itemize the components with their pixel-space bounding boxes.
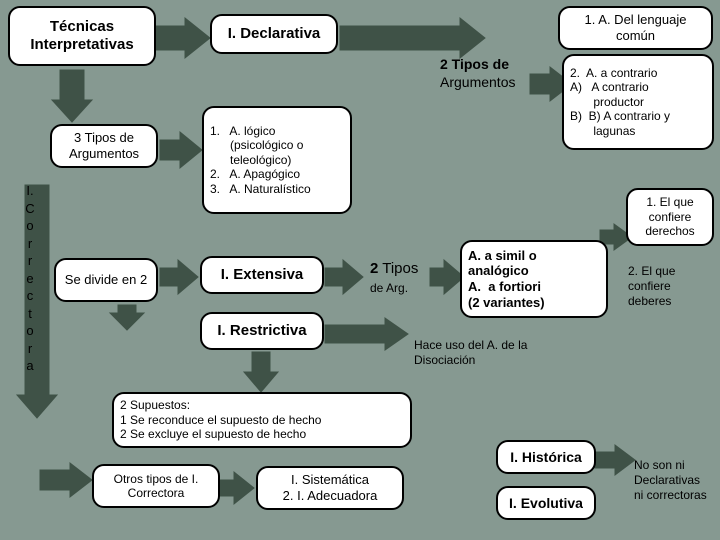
txt-deberes: 2. El que confiere deberes bbox=[626, 262, 714, 311]
box-otros: Otros tipos de I. Correctora bbox=[92, 464, 220, 508]
txt-2tipos: 2 Tipos deArgumentos bbox=[438, 54, 538, 93]
box-extensiva: I. Extensiva bbox=[200, 256, 324, 294]
box-evolutiva: I. Evolutiva bbox=[496, 486, 596, 520]
box-restrictiva: I. Restrictiva bbox=[200, 312, 324, 350]
diagram-canvas: Técnicas Interpretativas I. Declarativa … bbox=[0, 0, 720, 540]
txt-correctora: I.Correctora bbox=[22, 180, 38, 377]
box-3tipos: 3 Tipos de Argumentos bbox=[50, 124, 158, 168]
box-sistematica: I. Sistemática 2. I. Adecuadora bbox=[256, 466, 404, 510]
box-historica: I. Histórica bbox=[496, 440, 596, 474]
box-simil: A. a simil o analógicoA. a fortiori(2 va… bbox=[460, 240, 608, 318]
txt-noson: No son ni Declarativas ni correctoras bbox=[632, 456, 714, 505]
box-contrario: 2. A. a contrario A) A contrario product… bbox=[562, 54, 714, 150]
box-divide: Se divide en 2 bbox=[54, 258, 158, 302]
box-supuestos: 2 Supuestos: 1 Se reconduce el supuesto … bbox=[112, 392, 412, 448]
txt-disociacion: Hace uso del A. de la Disociación bbox=[412, 336, 552, 370]
box-tecnicas: Técnicas Interpretativas bbox=[8, 6, 156, 66]
box-lenguaje: 1. A. Del lenguaje común bbox=[558, 6, 713, 50]
box-logico: 1. A. lógico (psicológico o teleológico)… bbox=[202, 106, 352, 214]
txt-2tiposarg: 2 Tiposde Arg. bbox=[368, 258, 438, 300]
box-derechos: 1. El que confiere derechos bbox=[626, 188, 714, 246]
box-declarativa: I. Declarativa bbox=[210, 14, 338, 54]
